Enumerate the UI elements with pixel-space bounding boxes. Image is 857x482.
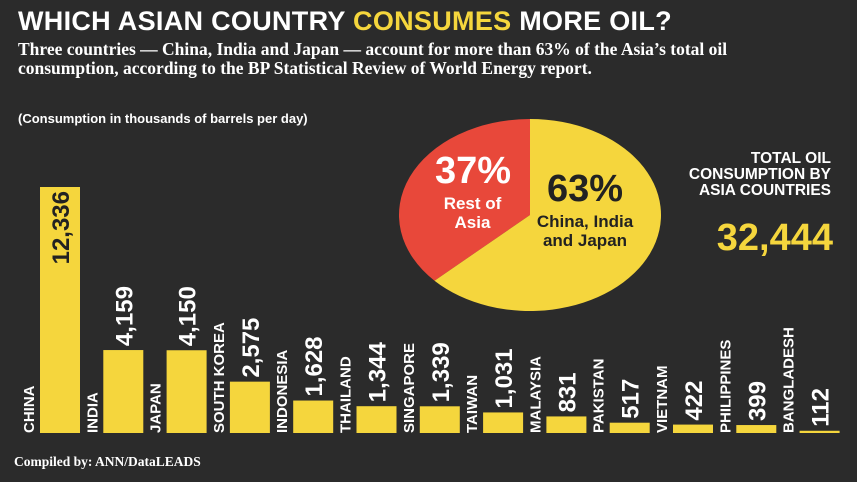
bar: [356, 406, 397, 433]
pie-label: Rest of Asia: [443, 194, 502, 232]
bar: [40, 187, 80, 433]
value-label: 4,159: [111, 286, 138, 346]
bar: [799, 430, 840, 433]
title-start: WHICH ASIAN COUNTRY: [18, 6, 346, 36]
total: 32,444: [716, 217, 833, 259]
category-label: PHILIPPINES: [717, 340, 734, 433]
category-label: PAKISTAN: [591, 359, 608, 433]
value-label: 399: [744, 381, 771, 421]
category-label: MALAYSIA: [527, 356, 544, 433]
category-label: THAILAND: [338, 356, 355, 433]
value-label: 4,150: [175, 286, 202, 346]
value-label: 831: [554, 372, 581, 412]
pie-slice: [434, 119, 661, 311]
value-label: 1,344: [365, 341, 392, 402]
value-label: 112: [808, 388, 835, 427]
value-label: 12,336: [48, 191, 75, 264]
bar: [166, 350, 207, 433]
value-label: 2,575: [238, 318, 265, 378]
total-label: TOTAL OIL CONSUMPTION BY ASIA COUNTRIES: [688, 150, 831, 199]
pie-label: China, India and Japan: [536, 212, 634, 250]
bar: [229, 381, 270, 433]
bar: [546, 416, 587, 433]
pie-value-label: 37%: [434, 150, 512, 192]
value-label: 517: [618, 379, 645, 419]
category-label: SINGAPORE: [401, 343, 418, 433]
category-label: SOUTH KOREA: [211, 322, 228, 433]
category-label: JAPAN: [148, 383, 165, 433]
pie-value-label: 63%: [546, 168, 624, 210]
category-label: INDONESIA: [274, 349, 291, 433]
bar: [293, 400, 334, 433]
bar: [419, 406, 460, 433]
bar: [673, 424, 713, 433]
category-label: VIETNAM: [654, 366, 671, 434]
title: WHICH ASIAN COUNTRY CONSUMES MORE OIL?: [18, 6, 672, 37]
subtitle: Three countries — China, India and Japan…: [18, 39, 728, 78]
pie-slice: [399, 119, 530, 281]
note: (Consumption in thousands of barrels per…: [18, 111, 308, 126]
value-label: 1,339: [428, 342, 455, 402]
category-label: TAIWAN: [464, 375, 481, 433]
category-label: BANGLADESH: [781, 327, 798, 433]
value-label: 1,031: [491, 348, 518, 408]
value-label: 1,628: [301, 336, 328, 396]
bar: [103, 350, 144, 433]
bar: [609, 422, 650, 433]
bar: [483, 412, 524, 433]
bar: [736, 425, 777, 433]
category-label: INDIA: [84, 392, 101, 433]
value-label: 422: [681, 381, 708, 421]
source: Compiled by: ANN/DataLEADS: [14, 454, 201, 469]
title-end: MORE OIL?: [519, 6, 672, 36]
title-highlight: CONSUMES: [353, 6, 512, 36]
category-label: CHINA: [21, 385, 38, 433]
